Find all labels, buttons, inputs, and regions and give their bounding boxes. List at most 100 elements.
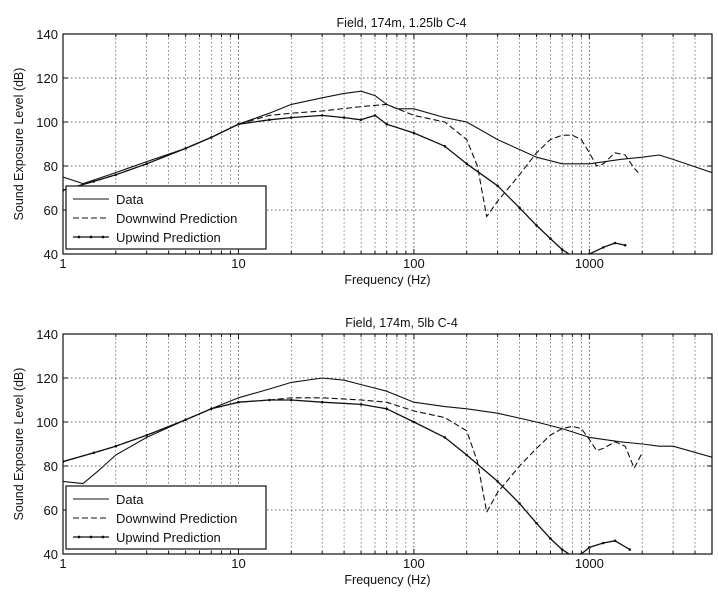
legend-label-1: Data xyxy=(116,192,144,207)
y-tick-label: 120 xyxy=(36,71,58,86)
series-3-point xyxy=(601,541,605,545)
chart-title: Field, 174m, 5lb C-4 xyxy=(345,316,458,330)
series-3-point xyxy=(385,122,389,126)
legend-swatch-marker xyxy=(77,535,81,539)
series-3-point xyxy=(496,184,499,188)
series-3-point xyxy=(549,237,552,240)
series-3-point xyxy=(145,162,149,166)
legend-label-2: Downwind Prediction xyxy=(116,511,237,526)
series-3-point xyxy=(114,444,118,448)
series-line-1 xyxy=(63,377,712,485)
chart-title: Field, 174m, 1.25lb C-4 xyxy=(337,16,467,30)
legend-label-3: Upwind Prediction xyxy=(116,530,221,545)
series-3-point xyxy=(237,400,240,404)
series-3-point xyxy=(289,398,293,402)
series-3-point xyxy=(114,173,118,177)
grid xyxy=(63,334,712,554)
y-tick-label: 40 xyxy=(44,547,58,562)
series-3-point xyxy=(184,418,187,422)
series-3-point xyxy=(289,116,293,119)
series-3-point xyxy=(496,480,499,483)
y-tick-label: 40 xyxy=(44,247,58,262)
legend-swatch-marker xyxy=(89,235,93,239)
y-tick-label: 80 xyxy=(44,459,58,474)
series-3-point xyxy=(518,502,521,505)
y-tick-label: 140 xyxy=(36,327,58,342)
legend-swatch-marker xyxy=(101,235,105,239)
y-tick-label: 100 xyxy=(36,115,58,130)
x-tick-label: 1 xyxy=(59,256,66,271)
x-tick-label: 10 xyxy=(231,556,245,571)
series-3-point xyxy=(465,453,469,457)
plot-frame xyxy=(62,33,713,255)
series-3-point xyxy=(465,162,469,166)
series-3-point xyxy=(535,521,538,525)
y-axis-label: Sound Exposure Level (dB) xyxy=(12,68,26,221)
legend-box xyxy=(65,485,267,550)
series-3-point xyxy=(560,548,564,551)
x-axis-label: Frequency (Hz) xyxy=(344,573,430,587)
y-tick-label: 60 xyxy=(44,503,58,518)
series-3-point xyxy=(385,407,389,411)
series-group xyxy=(63,377,712,558)
series-3-point xyxy=(518,206,521,210)
y-tick-label: 140 xyxy=(36,27,58,42)
series-3-point xyxy=(412,420,416,424)
series-3-point xyxy=(412,131,416,135)
chart-panel-2: 1 10 100 1000 40 60 80 100 120 140 Field, 174m, 5l… xyxy=(12,316,713,587)
y-tick-label: 60 xyxy=(44,203,58,218)
series-3-point xyxy=(613,241,617,245)
series-3-point xyxy=(601,246,605,249)
ticks xyxy=(62,333,713,555)
legend-label-2: Downwind Prediction xyxy=(116,211,237,226)
y-axis-label: Sound Exposure Level (dB) xyxy=(12,368,26,521)
series-3-point xyxy=(571,255,574,258)
series-3-point xyxy=(628,548,632,551)
series-line-3 xyxy=(63,399,631,554)
series-3-point xyxy=(549,537,552,540)
series-3-point xyxy=(443,436,447,439)
x-tick-label: 1000 xyxy=(575,556,604,571)
y-tick-label: 80 xyxy=(44,159,58,174)
plot-frame xyxy=(62,333,713,555)
x-tick-label: 1000 xyxy=(575,256,604,271)
series-3-point xyxy=(209,407,213,411)
series-3-point xyxy=(373,114,377,117)
series-3-point xyxy=(92,451,96,455)
series-3-point xyxy=(268,398,271,402)
legend-label-3: Upwind Prediction xyxy=(116,230,221,245)
series-3-point xyxy=(560,248,564,251)
series-3-point xyxy=(613,539,617,543)
series-3-point xyxy=(588,546,591,549)
x-tick-label: 10 xyxy=(231,256,245,271)
x-tick-label: 100 xyxy=(403,256,425,271)
series-3-point xyxy=(92,180,96,183)
series-3-point xyxy=(237,122,240,126)
y-tick-label: 100 xyxy=(36,415,58,430)
x-tick-label: 100 xyxy=(403,556,425,571)
legend-box xyxy=(65,185,267,250)
series-3-point xyxy=(342,116,346,119)
series-group xyxy=(63,90,712,258)
legend-swatch-marker xyxy=(77,235,81,239)
series-3-point xyxy=(320,114,324,117)
series-3-point xyxy=(320,400,324,404)
series-3-point xyxy=(184,147,187,150)
series-3-point xyxy=(209,136,213,139)
ticks xyxy=(62,33,713,255)
series-3-point xyxy=(145,433,149,437)
series-line-3 xyxy=(63,114,626,254)
series-3-point xyxy=(443,144,447,148)
series-3-point xyxy=(359,403,363,406)
legend-swatch-marker xyxy=(89,535,93,539)
x-axis-label: Frequency (Hz) xyxy=(344,273,430,287)
legend-swatch-marker xyxy=(101,535,105,539)
legend: Data Downwind Prediction Upwind Prediction xyxy=(65,485,267,550)
y-tick-label: 120 xyxy=(36,371,58,386)
legend-label-1: Data xyxy=(116,492,144,507)
series-3-point xyxy=(623,243,627,247)
series-3-point xyxy=(535,224,538,227)
series-3-point xyxy=(571,555,574,558)
series-3-point xyxy=(359,118,363,122)
x-tick-label: 1 xyxy=(59,556,66,571)
